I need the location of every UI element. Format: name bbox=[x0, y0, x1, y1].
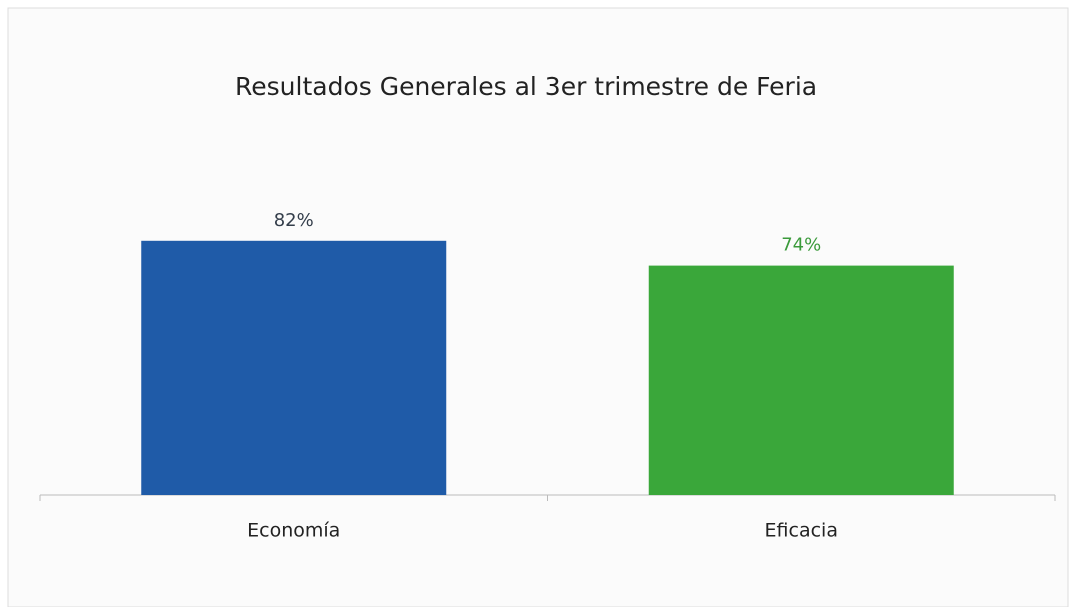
value-label: 74% bbox=[781, 235, 821, 256]
chart-title: Resultados Generales al 3er trimestre de… bbox=[235, 72, 817, 101]
x-tick-label: Economía bbox=[247, 520, 340, 542]
bar bbox=[648, 265, 954, 495]
value-label: 82% bbox=[274, 210, 314, 231]
x-tick-label: Eficacia bbox=[765, 520, 838, 542]
bar bbox=[141, 240, 447, 495]
